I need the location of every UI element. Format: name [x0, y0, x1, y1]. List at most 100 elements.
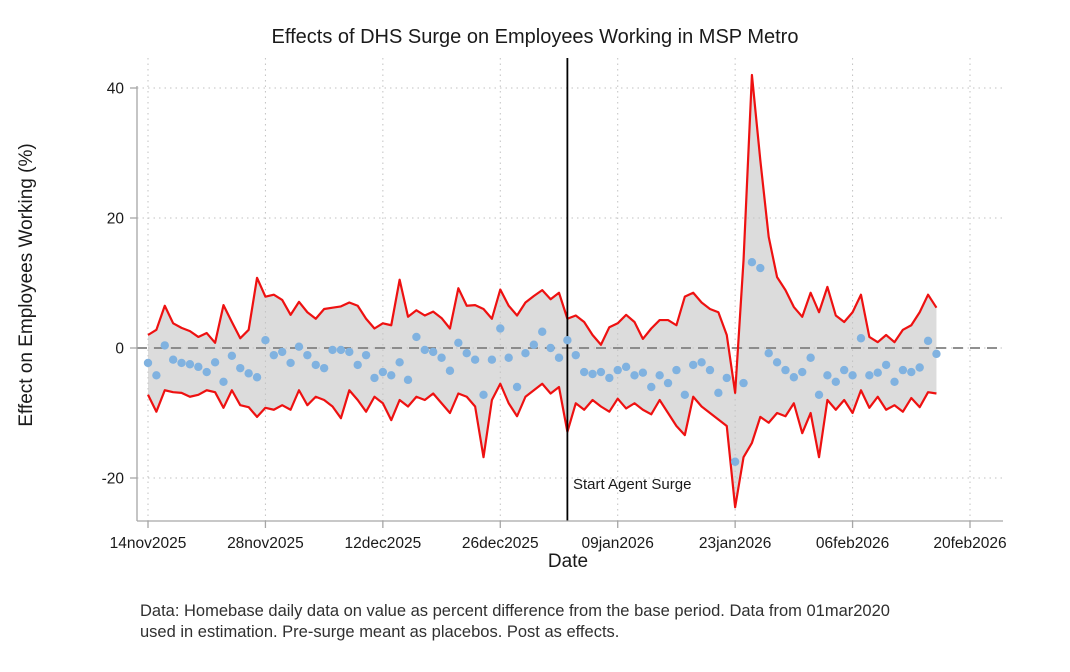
data-point	[839, 365, 849, 375]
data-point	[722, 373, 731, 383]
data-point	[210, 358, 220, 367]
data-point	[168, 355, 178, 364]
chart-title: Effects of DHS Surge on Employees Workin…	[271, 26, 799, 48]
ci-lower-line	[147, 382, 937, 509]
data-point	[814, 390, 824, 399]
data-point	[756, 263, 765, 273]
data-point	[361, 350, 371, 360]
data-point	[462, 349, 471, 358]
caption-line-2: used in estimation. Pre-surge meant as p…	[140, 623, 620, 641]
data-point	[638, 368, 648, 377]
x-tick-label: 14nov2025	[110, 535, 187, 552]
data-point	[219, 377, 228, 386]
data-point	[571, 350, 580, 360]
data-point	[689, 360, 698, 370]
data-point	[848, 371, 857, 380]
data-point	[596, 367, 606, 377]
data-point	[387, 371, 396, 380]
y-tick-label: 0	[115, 341, 124, 358]
data-point	[714, 388, 723, 398]
data-point	[873, 368, 882, 377]
data-point	[881, 360, 891, 370]
x-tick-label: 06feb2026	[816, 535, 889, 552]
data-point	[278, 347, 287, 357]
data-point	[663, 378, 673, 388]
data-point	[798, 367, 807, 377]
data-point	[261, 336, 270, 345]
data-point	[185, 360, 195, 369]
data-point	[227, 351, 237, 360]
data-point	[395, 358, 404, 367]
data-point	[747, 258, 757, 267]
data-point	[529, 340, 539, 349]
data-point	[512, 382, 522, 392]
data-point	[613, 365, 622, 375]
data-point	[772, 358, 782, 367]
data-point	[672, 365, 681, 375]
x-tick-label: 12dec2025	[344, 535, 421, 552]
data-point	[907, 367, 916, 377]
data-point	[504, 353, 513, 362]
data-point	[521, 349, 530, 358]
data-point	[932, 349, 941, 359]
data-point	[705, 365, 715, 375]
data-point	[294, 342, 304, 351]
data-point	[143, 358, 153, 368]
data-point	[831, 377, 840, 386]
y-tick-label: 40	[107, 81, 125, 98]
data-point	[345, 347, 354, 357]
x-tick-label: 23jan2026	[699, 535, 771, 552]
data-point	[445, 366, 455, 375]
data-point	[697, 358, 706, 367]
data-point	[269, 350, 279, 360]
data-point	[437, 353, 446, 362]
ci-upper-line	[147, 73, 938, 394]
data-point	[412, 332, 421, 342]
caption-line-1: Data: Homebase daily data on value as pe…	[140, 602, 890, 620]
data-point	[286, 358, 295, 368]
data-point	[739, 378, 748, 388]
data-point	[311, 360, 320, 370]
y-axis-title: Effect on Employees Working (%)	[16, 143, 37, 427]
data-point	[152, 371, 161, 380]
data-point	[898, 365, 908, 375]
data-point	[579, 367, 589, 377]
data-point	[454, 338, 463, 347]
data-point	[890, 377, 899, 386]
data-point	[428, 347, 438, 357]
data-point	[621, 362, 631, 372]
x-tick-label: 28nov2025	[227, 535, 304, 552]
y-tick-label: -20	[102, 471, 125, 488]
data-point	[605, 373, 614, 383]
data-point	[328, 345, 337, 355]
data-point	[252, 373, 262, 382]
data-point	[856, 334, 866, 343]
data-point	[319, 363, 329, 373]
data-point	[630, 371, 639, 380]
data-point	[353, 360, 362, 370]
data-point	[202, 367, 211, 377]
data-point	[336, 345, 346, 355]
data-point	[588, 369, 597, 379]
data-point	[781, 365, 790, 375]
data-point	[487, 355, 497, 364]
x-tick-label: 26dec2025	[462, 535, 539, 552]
data-point	[730, 457, 740, 466]
data-point	[403, 375, 413, 385]
y-tick-label: 20	[107, 211, 125, 228]
data-point	[160, 341, 169, 350]
caption: Data: Homebase daily data on value as pe…	[140, 601, 890, 643]
data-point	[655, 371, 664, 380]
data-point	[915, 363, 924, 372]
data-point	[865, 371, 874, 380]
data-point	[647, 382, 656, 392]
data-point	[764, 349, 773, 358]
data-point	[496, 324, 505, 333]
data-point	[563, 336, 572, 345]
x-axis-title: Date	[547, 551, 589, 572]
data-point	[378, 367, 388, 377]
data-point	[236, 363, 245, 373]
event-line-label: Start Agent Surge	[573, 476, 692, 493]
